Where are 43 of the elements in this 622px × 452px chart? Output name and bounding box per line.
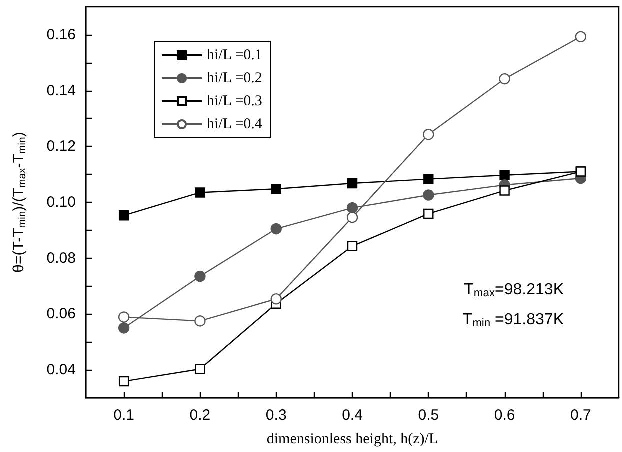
point xyxy=(118,312,130,323)
point xyxy=(194,316,206,327)
legend-label: hi/L =0.2 xyxy=(207,70,262,86)
x-tick-label: 0.3 xyxy=(266,407,287,424)
point xyxy=(195,364,206,374)
y-tick-label: 0.12 xyxy=(46,138,76,156)
point xyxy=(423,190,434,201)
legend-label: hi/L =0.3 xyxy=(207,94,262,110)
x-tick-label: 0.4 xyxy=(342,407,363,424)
point xyxy=(499,73,510,85)
point xyxy=(195,188,206,198)
y-axis-title: θ=(T-Tmin)/(Tmax-Tmin) xyxy=(10,132,28,273)
point xyxy=(271,184,282,194)
point xyxy=(500,170,510,181)
legend-label: hi/L =0.1 xyxy=(207,48,262,64)
x-tick-label: 0.5 xyxy=(418,407,440,424)
point xyxy=(500,186,510,196)
point xyxy=(270,223,282,235)
x-tick-label: 0.2 xyxy=(190,407,211,424)
x-tick-label: 0.7 xyxy=(570,407,592,424)
point xyxy=(424,174,434,184)
y-tick-label: 0.14 xyxy=(46,82,76,100)
x-axis-title: dimensionless height, h(z)/L xyxy=(266,432,438,448)
point xyxy=(270,294,282,305)
point xyxy=(118,210,130,221)
point xyxy=(347,241,358,252)
point xyxy=(575,31,587,42)
x-tick-label: 0.6 xyxy=(494,407,516,424)
x-tick-label: 0.1 xyxy=(114,407,134,424)
y-tick-label: 0.10 xyxy=(46,194,76,211)
point xyxy=(423,129,434,140)
legend-label: hi/L =0.4 xyxy=(207,116,263,132)
point xyxy=(118,322,130,334)
point xyxy=(118,376,130,387)
point xyxy=(346,202,358,214)
point xyxy=(194,270,206,282)
y-tick-label: 0.06 xyxy=(46,306,76,323)
y-tick-label: 0.16 xyxy=(46,26,76,44)
y-tick-label: 0.04 xyxy=(46,362,76,379)
y-tick-label: 0.08 xyxy=(46,250,76,267)
point xyxy=(346,212,358,224)
point xyxy=(424,208,434,220)
point xyxy=(347,178,358,189)
